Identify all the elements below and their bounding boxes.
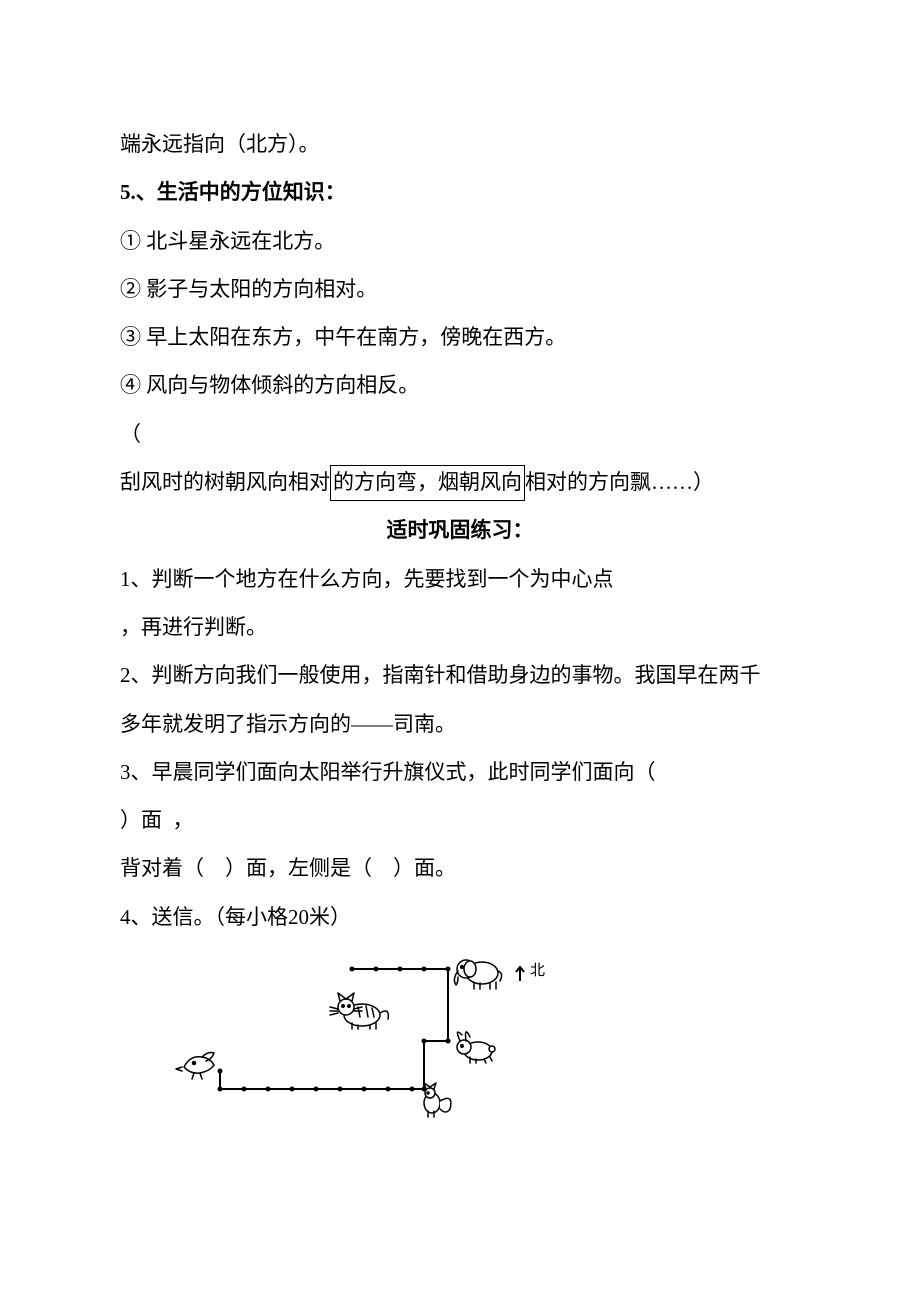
cat-icon (330, 993, 388, 1029)
wind-text-b: 相对的方向飘……） (525, 470, 714, 494)
list-item-1: ① 北斗星永远在北方。 (120, 217, 800, 265)
bird-icon (176, 1053, 214, 1080)
squirrel-icon (424, 1083, 451, 1117)
rabbit-icon (457, 1032, 495, 1063)
document-page: 端永远指向（北方）。 5.、生活中的方位知识： ① 北斗星永远在北方。 ② 影子… (0, 0, 920, 1302)
practice-2a: 2、判断方向我们一般使用，指南针和借助身边的事物。我国早在两千 (120, 651, 800, 699)
practice-1b: ，再进行判断。 (120, 603, 800, 651)
practice-2b: 多年就发明了指示方向的——司南。 (120, 700, 800, 748)
wind-text-a: 刮风时的树朝风向相对 (120, 470, 330, 494)
practice-3c: 背对着（ ）面，左侧是（ ）面。 (120, 844, 800, 892)
map-svg: 北 (160, 949, 560, 1119)
map-diagram: 北 (160, 949, 560, 1119)
svg-text:北: 北 (530, 962, 545, 979)
practice-heading: 适时巩固练习： (120, 506, 800, 554)
practice-4: 4、送信。（每小格20米） (120, 893, 800, 941)
list-item-2: ② 影子与太阳的方向相对。 (120, 265, 800, 313)
practice-1a: 1、判断一个地方在什么方向，先要找到一个为中心点 (120, 555, 800, 603)
boxed-text: 的方向弯，烟朝风向 (330, 465, 525, 501)
practice-3b: ）面 ， (120, 796, 800, 844)
section-heading-5: 5.、生活中的方位知识： (120, 168, 800, 216)
list-item-3: ③ 早上太阳在东方，中午在南方，傍晚在西方。 (120, 313, 800, 361)
wind-sentence: 刮风时的树朝风向相对的方向弯，烟朝风向相对的方向飘……） (120, 458, 800, 506)
elephant-icon (454, 960, 501, 989)
list-item-4: ④ 风向与物体倾斜的方向相反。 (120, 361, 800, 409)
open-paren: （ (120, 410, 800, 458)
practice-3a: 3、早晨同学们面向太阳举行升旗仪式，此时同学们面向（ (120, 748, 800, 796)
text-line: 端永远指向（北方）。 (120, 120, 800, 168)
